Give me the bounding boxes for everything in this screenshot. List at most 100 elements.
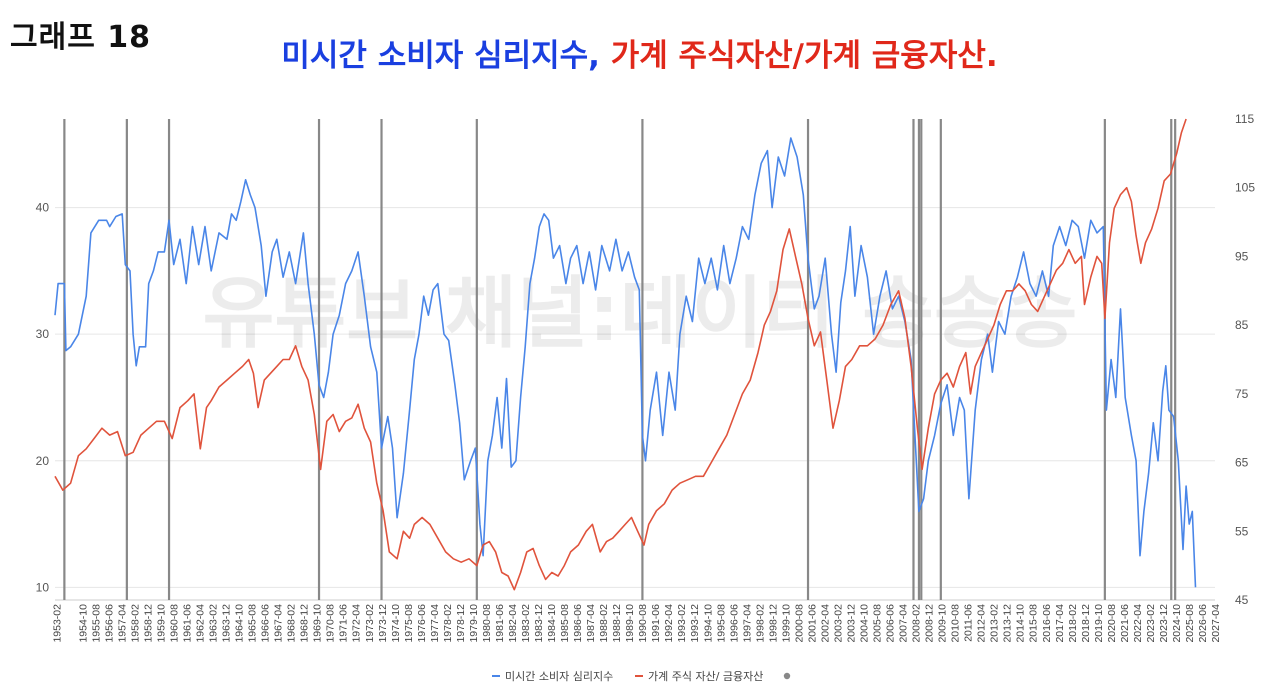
- x-tick-label: 2013-12: [1002, 604, 1014, 643]
- x-tick-label: 1978-12: [455, 604, 467, 643]
- x-tick-label: 1976-06: [416, 604, 428, 643]
- right-tick-label: 45: [1235, 593, 1249, 607]
- x-tick-label: 1969-10: [312, 604, 324, 643]
- legend-marker-recession: [783, 672, 791, 680]
- x-tick-label: 1989-10: [624, 604, 636, 643]
- x-tick-label: 2023-12: [1158, 604, 1170, 643]
- x-tick-label: 2013-02: [989, 604, 1001, 643]
- x-tick-label: 1979-10: [468, 604, 480, 643]
- x-tick-label: 2009-10: [937, 604, 949, 643]
- x-tick-label: 2005-08: [872, 604, 884, 643]
- x-tick-label: 1998-02: [754, 604, 766, 643]
- x-tick-label: 2006-06: [885, 604, 897, 643]
- legend[interactable]: 미시간 소비자 심리지수 가계 주식 자산/ 금융자산: [492, 670, 791, 683]
- x-tick-label: 1954-10: [77, 604, 89, 643]
- x-tick-label: 2008-02: [911, 604, 923, 643]
- right-tick-label: 75: [1235, 387, 1249, 401]
- x-tick-label: 1975-08: [403, 604, 415, 643]
- x-tick-label: 2014-10: [1015, 604, 1027, 643]
- x-tick-label: 1999-10: [780, 604, 792, 643]
- legend-label-1: 미시간 소비자 심리지수: [505, 670, 613, 683]
- x-tick-label: 2022-04: [1132, 604, 1144, 643]
- left-tick-label: 10: [36, 580, 50, 594]
- x-tick-label: 1973-02: [364, 604, 376, 643]
- x-tick-label: 1960-08: [168, 604, 180, 643]
- x-tick-label: 1998-12: [767, 604, 779, 643]
- right-axis: 45 55 65 75 85 95 105 115: [1235, 112, 1255, 607]
- x-tick-label: 1961-06: [181, 604, 193, 643]
- x-tick-label: 1988-12: [611, 604, 623, 643]
- x-axis: 1953-02 1954-10 1955-08 1956-06 1957-04 1958-…: [51, 604, 1222, 643]
- x-tick-label: 1966-06: [260, 604, 272, 643]
- chart-title: 미시간 소비자 심리지수, 가계 주식자산/가계 금융자산.: [0, 30, 1279, 75]
- left-tick-label: 40: [36, 201, 50, 215]
- left-tick-label: 30: [36, 327, 50, 341]
- x-tick-label: 1970-08: [325, 604, 337, 643]
- x-tick-label: 1964-10: [234, 604, 246, 643]
- x-tick-label: 2016-06: [1041, 604, 1053, 643]
- x-tick-label: 1993-12: [689, 604, 701, 643]
- x-tick-label: 2015-08: [1028, 604, 1040, 643]
- x-tick-label: 1986-06: [572, 604, 584, 643]
- x-tick-label: 1987-04: [585, 604, 597, 643]
- x-tick-label: 1980-08: [481, 604, 493, 643]
- x-tick-label: 2004-10: [858, 604, 870, 643]
- x-tick-label: 2012-04: [976, 604, 988, 643]
- x-tick-label: 1963-12: [221, 604, 233, 643]
- x-tick-label: 2017-04: [1054, 604, 1066, 643]
- x-tick-label: 1958-02: [129, 604, 141, 643]
- x-tick-label: 2010-08: [950, 604, 962, 643]
- x-tick-label: 1982-04: [507, 604, 519, 643]
- x-tick-label: 1959-10: [155, 604, 167, 643]
- x-tick-label: 1962-04: [195, 604, 207, 643]
- x-tick-label: 1968-12: [299, 604, 311, 643]
- x-tick-label: 1967-04: [273, 604, 285, 643]
- x-tick-label: 2002-04: [819, 604, 831, 643]
- x-tick-label: 1973-12: [377, 604, 389, 643]
- legend-label-2: 가계 주식 자산/ 금융자산: [648, 670, 763, 683]
- right-tick-label: 85: [1235, 318, 1249, 332]
- x-tick-label: 2003-12: [845, 604, 857, 643]
- x-tick-label: 1993-02: [676, 604, 688, 643]
- x-tick-label: 1972-04: [351, 604, 363, 643]
- x-tick-label: 1956-06: [103, 604, 115, 643]
- x-tick-label: 1958-12: [142, 604, 154, 643]
- right-tick-label: 55: [1235, 524, 1249, 538]
- x-tick-label: 2024-10: [1171, 604, 1183, 643]
- left-tick-label: 20: [36, 454, 50, 468]
- x-tick-label: 1965-08: [247, 604, 259, 643]
- x-tick-label: 1985-08: [559, 604, 571, 643]
- x-tick-label: 1955-08: [90, 604, 102, 643]
- x-tick-label: 1984-10: [546, 604, 558, 643]
- series-lines: [54, 118, 1197, 591]
- x-tick-label: 1953-02: [51, 604, 63, 643]
- x-tick-label: 2025-08: [1184, 604, 1196, 643]
- series-line-2: [54, 118, 1187, 591]
- figure-number-label: 그래프 18: [10, 20, 151, 55]
- x-tick-label: 1996-06: [728, 604, 740, 643]
- x-tick-label: 1997-04: [741, 604, 753, 643]
- x-tick-label: 1977-04: [429, 604, 441, 643]
- x-tick-label: 1992-04: [663, 604, 675, 643]
- x-tick-label: 2018-12: [1080, 604, 1092, 643]
- series-line-1: [54, 137, 1197, 588]
- x-tick-label: 1978-02: [442, 604, 454, 643]
- x-tick-label: 1981-06: [494, 604, 506, 643]
- x-tick-label: 2020-08: [1106, 604, 1118, 643]
- recession-lines: [63, 119, 1177, 600]
- x-tick-label: 1983-12: [533, 604, 545, 643]
- title-part-equity: 가계 주식자산/가계 금융자산.: [599, 38, 998, 74]
- x-tick-label: 1968-02: [286, 604, 298, 643]
- grid: [55, 207, 1215, 601]
- x-tick-label: 1974-10: [390, 604, 402, 643]
- x-tick-label: 2003-02: [832, 604, 844, 643]
- x-tick-label: 1995-08: [715, 604, 727, 643]
- x-tick-label: 2027-04: [1210, 604, 1222, 643]
- x-tick-label: 2001-06: [806, 604, 818, 643]
- x-tick-label: 1983-02: [520, 604, 532, 643]
- right-tick-label: 105: [1235, 181, 1255, 195]
- x-tick-label: 1971-06: [338, 604, 350, 643]
- title-part-sentiment: 미시간 소비자 심리지수,: [281, 38, 600, 74]
- x-tick-label: 2023-02: [1145, 604, 1157, 643]
